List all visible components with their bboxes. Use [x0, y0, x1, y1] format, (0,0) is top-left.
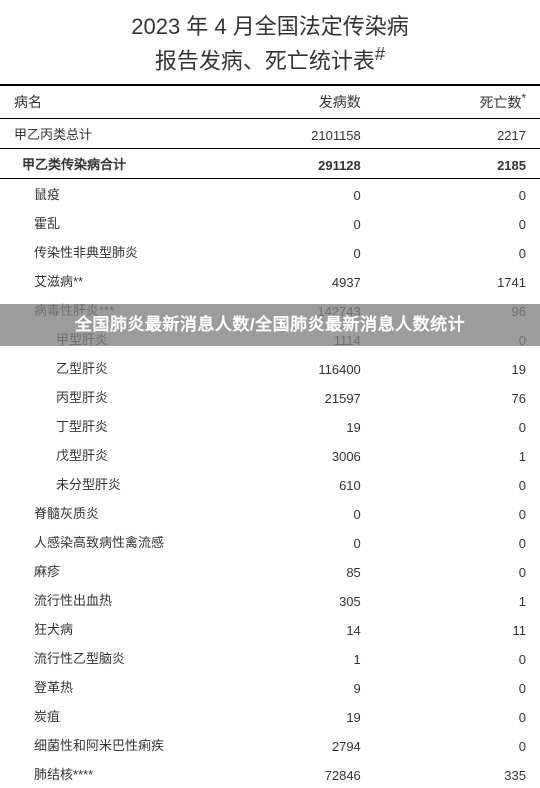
cases-value: 2794	[238, 730, 389, 759]
table-row: 戊型肝炎30061	[0, 440, 540, 469]
deaths-value: 0	[389, 469, 540, 498]
table-row: 乙型肝炎11640019	[0, 353, 540, 382]
title-marker: #	[375, 43, 385, 64]
watermark-overlay: 全国肺炎最新消息人数/全国肺炎最新消息人数统计	[0, 304, 540, 346]
table-row: 炭疽190	[0, 701, 540, 730]
disease-name: 狂犬病	[0, 614, 238, 643]
table-row: 登革热90	[0, 672, 540, 701]
cases-value: 3006	[238, 440, 389, 469]
cases-value: 19	[238, 411, 389, 440]
cases-value: 21597	[238, 382, 389, 411]
table-row: 人感染高致病性禽流感00	[0, 527, 540, 556]
disease-name: 麻疹	[0, 556, 238, 585]
cases-value: 1	[238, 643, 389, 672]
cases-value: 85	[238, 556, 389, 585]
table-row: 细菌性和阿米巴性痢疾27940	[0, 730, 540, 759]
deaths-value: 0	[389, 527, 540, 556]
disease-name: 艾滋病**	[0, 266, 238, 295]
subtotal-deaths: 2185	[389, 149, 540, 179]
table-row: 丙型肝炎2159776	[0, 382, 540, 411]
cases-value: 72846	[238, 759, 389, 788]
deaths-value: 19	[389, 353, 540, 382]
table-row: 未分型肝炎6100	[0, 469, 540, 498]
disease-table: 病名 发病数 死亡数* 甲乙丙类总计 2101158 2217 甲乙类传染病合计…	[0, 84, 540, 788]
cases-value: 9	[238, 672, 389, 701]
cases-value: 0	[238, 527, 389, 556]
cases-value: 4937	[238, 266, 389, 295]
subtotal-name: 甲乙类传染病合计	[0, 149, 238, 179]
table-row: 霍乱00	[0, 208, 540, 237]
disease-name: 鼠疫	[0, 179, 238, 209]
table-row: 脊髓灰质炎00	[0, 498, 540, 527]
table-header-row: 病名 发病数 死亡数*	[0, 85, 540, 119]
disease-name: 人感染高致病性禽流感	[0, 527, 238, 556]
total-cases: 2101158	[238, 119, 389, 149]
table-row: 流行性乙型脑炎10	[0, 643, 540, 672]
deaths-value: 335	[389, 759, 540, 788]
disease-name: 丙型肝炎	[0, 382, 238, 411]
cases-value: 610	[238, 469, 389, 498]
deaths-value: 0	[389, 643, 540, 672]
table-row: 肺结核****72846335	[0, 759, 540, 788]
total-row: 甲乙丙类总计 2101158 2217	[0, 119, 540, 149]
disease-name: 登革热	[0, 672, 238, 701]
deaths-value: 0	[389, 208, 540, 237]
disease-name: 传染性非典型肺炎	[0, 237, 238, 266]
cases-value: 14	[238, 614, 389, 643]
deaths-value: 0	[389, 730, 540, 759]
deaths-value: 0	[389, 672, 540, 701]
deaths-value: 0	[389, 237, 540, 266]
deaths-value: 11	[389, 614, 540, 643]
table-row: 鼠疫00	[0, 179, 540, 209]
cases-value: 19	[238, 701, 389, 730]
col-name: 病名	[0, 85, 238, 119]
disease-name: 细菌性和阿米巴性痢疾	[0, 730, 238, 759]
title-line1: 2023 年 4 月全国法定传染病	[131, 14, 409, 39]
disease-name: 炭疽	[0, 701, 238, 730]
disease-name: 未分型肝炎	[0, 469, 238, 498]
deaths-value: 0	[389, 179, 540, 209]
disease-name: 流行性出血热	[0, 585, 238, 614]
cases-value: 0	[238, 237, 389, 266]
disease-name: 霍乱	[0, 208, 238, 237]
cases-value: 0	[238, 208, 389, 237]
table-row: 传染性非典型肺炎00	[0, 237, 540, 266]
table-row: 麻疹850	[0, 556, 540, 585]
disease-name: 乙型肝炎	[0, 353, 238, 382]
cases-value: 116400	[238, 353, 389, 382]
deaths-value: 76	[389, 382, 540, 411]
table-row: 流行性出血热3051	[0, 585, 540, 614]
table-row: 丁型肝炎190	[0, 411, 540, 440]
col-deaths: 死亡数*	[389, 85, 540, 119]
disease-name: 脊髓灰质炎	[0, 498, 238, 527]
subtotal-row: 甲乙类传染病合计 291128 2185	[0, 149, 540, 179]
total-deaths: 2217	[389, 119, 540, 149]
disease-name: 丁型肝炎	[0, 411, 238, 440]
cases-value: 305	[238, 585, 389, 614]
cases-value: 0	[238, 179, 389, 209]
deaths-value: 0	[389, 556, 540, 585]
disease-name: 戊型肝炎	[0, 440, 238, 469]
deaths-value: 0	[389, 498, 540, 527]
deaths-value: 1741	[389, 266, 540, 295]
cases-value: 0	[238, 498, 389, 527]
table-row: 狂犬病1411	[0, 614, 540, 643]
deaths-value: 1	[389, 585, 540, 614]
title-line2: 报告发病、死亡统计表	[155, 48, 375, 73]
page-title: 2023 年 4 月全国法定传染病 报告发病、死亡统计表#	[0, 0, 540, 80]
deaths-value: 0	[389, 701, 540, 730]
subtotal-cases: 291128	[238, 149, 389, 179]
disease-name: 流行性乙型脑炎	[0, 643, 238, 672]
disease-name: 肺结核****	[0, 759, 238, 788]
total-name: 甲乙丙类总计	[0, 119, 238, 149]
deaths-value: 1	[389, 440, 540, 469]
col-cases: 发病数	[238, 85, 389, 119]
deaths-value: 0	[389, 411, 540, 440]
table-row: 艾滋病**49371741	[0, 266, 540, 295]
